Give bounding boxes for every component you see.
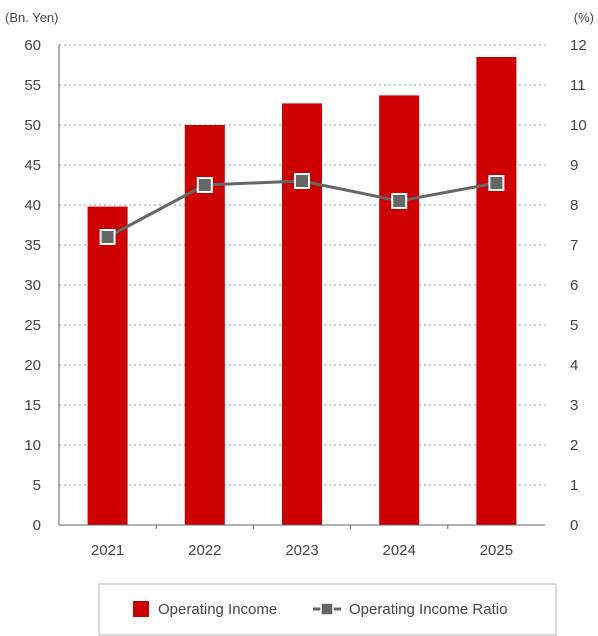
grid [59, 44, 545, 486]
right-tick-label: 4 [570, 357, 578, 374]
x-axis-labels: 2021 2022 2023 2024 2025 [91, 542, 513, 559]
left-tick-label: 10 [24, 437, 41, 454]
left-axis-unit: (Bn. Yen) [5, 10, 59, 25]
marker-operating-income-ratio-2024 [391, 193, 408, 209]
left-tick-label: 5 [33, 477, 41, 494]
x-tick-label: 2025 [480, 542, 513, 559]
left-tick-label: 15 [24, 397, 41, 414]
right-tick-label: 8 [570, 197, 578, 214]
right-tick-label: 5 [570, 317, 578, 334]
right-tick-label: 9 [570, 157, 578, 174]
right-tick-label: 10 [570, 117, 587, 134]
left-tick-label: 30 [24, 277, 41, 294]
marker-operating-income-ratio-2025 [488, 175, 505, 191]
bar-operating-income-2021 [87, 206, 128, 525]
right-axis-unit: (%) [574, 10, 594, 25]
left-tick-label: 50 [24, 117, 41, 134]
left-tick-label: 20 [24, 357, 41, 374]
marker-operating-income-ratio-2021 [99, 229, 116, 245]
line-series [99, 173, 505, 245]
legend-marker-operating-income-ratio [320, 602, 334, 616]
x-tick-label: 2022 [188, 542, 221, 559]
left-tick-label: 0 [33, 517, 41, 534]
x-tick-label: 2021 [91, 542, 124, 559]
marker-operating-income-ratio-2022 [196, 177, 213, 193]
right-tick-label: 7 [570, 237, 578, 254]
left-tick-label: 35 [24, 237, 41, 254]
bar-operating-income-2023 [282, 103, 322, 526]
right-tick-label: 0 [570, 517, 578, 534]
x-tick-label: 2024 [383, 542, 416, 559]
axes [58, 45, 545, 529]
x-tick-label: 2023 [285, 542, 318, 559]
left-tick-label: 60 [24, 37, 41, 54]
legend-label-operating-income: Operating Income [158, 601, 277, 618]
bar-operating-income-2024 [379, 95, 420, 526]
left-tick-label: 45 [24, 157, 41, 174]
legend-swatch-operating-income [133, 601, 149, 617]
marker-operating-income-ratio-2023 [294, 173, 310, 189]
left-tick-label: 25 [24, 317, 41, 334]
legend-label-operating-income-ratio: Operating Income Ratio [349, 601, 507, 618]
right-tick-label: 6 [570, 277, 578, 294]
right-tick-label: 1 [570, 477, 578, 494]
bar-operating-income-2025 [476, 57, 517, 525]
right-tick-label: 12 [570, 37, 587, 54]
legend: Operating Income Operating Income Ratio [98, 583, 557, 636]
right-tick-label: 11 [570, 77, 586, 94]
left-tick-label: 40 [24, 197, 41, 214]
left-tick-label: 55 [24, 77, 41, 94]
right-tick-label: 2 [570, 437, 578, 454]
bar-series [87, 57, 517, 526]
left-axis-ticks: 0 5 10 15 20 25 30 35 40 45 50 55 60 [24, 37, 41, 534]
right-tick-label: 3 [570, 397, 578, 414]
